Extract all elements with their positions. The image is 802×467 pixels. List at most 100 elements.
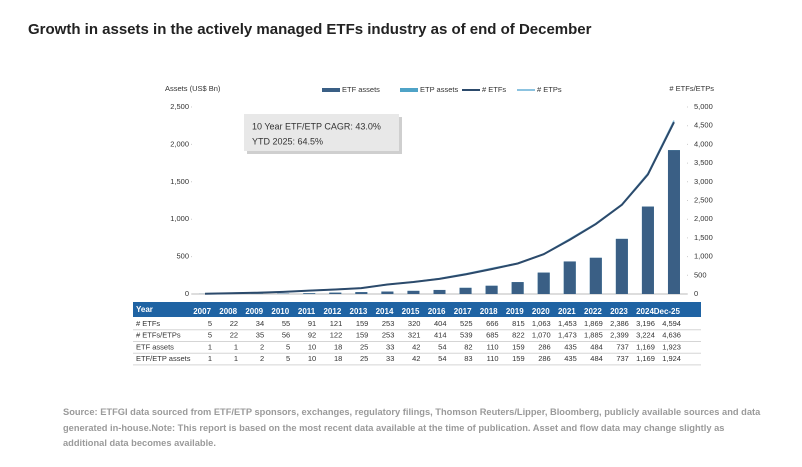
table-cell: 33 bbox=[386, 354, 394, 363]
table-cell: 253 bbox=[382, 331, 395, 340]
table-cell: 666 bbox=[486, 319, 499, 328]
table-cell: 1 bbox=[208, 354, 212, 363]
line bbox=[204, 121, 675, 295]
table-year: 2017 bbox=[454, 307, 472, 316]
y2-tick-label: 2,500 bbox=[694, 195, 713, 204]
bar bbox=[589, 257, 602, 294]
table-cell: 822 bbox=[512, 331, 525, 340]
table-cell: 54 bbox=[438, 354, 446, 363]
y2-tick-label: 4,000 bbox=[694, 139, 713, 148]
table-cell: 159 bbox=[356, 331, 369, 340]
table-cell: 159 bbox=[512, 354, 525, 363]
table-cell: 414 bbox=[434, 331, 447, 340]
table-cell: 4,636 bbox=[662, 331, 681, 340]
bar bbox=[485, 285, 498, 294]
y2-axis-label: # ETFs/ETPs bbox=[669, 84, 714, 93]
table-cell: 42 bbox=[412, 342, 420, 351]
table-cell: 815 bbox=[512, 319, 525, 328]
bar bbox=[641, 206, 654, 294]
bar bbox=[615, 238, 628, 294]
table-cell: 3,196 bbox=[636, 319, 655, 328]
table-cell: 121 bbox=[330, 319, 343, 328]
table-cell: 92 bbox=[308, 331, 316, 340]
bar bbox=[537, 272, 550, 294]
table-year: 2020 bbox=[532, 307, 550, 316]
table-cell: 122 bbox=[330, 331, 343, 340]
table-cell: 1,924 bbox=[662, 354, 681, 363]
table-cell: 484 bbox=[590, 342, 603, 351]
y2-tick-label: 4,500 bbox=[694, 121, 713, 130]
table-cell: 5 bbox=[286, 342, 290, 351]
table-header: Year bbox=[136, 305, 153, 314]
bar bbox=[355, 292, 368, 294]
table-cell: 3,224 bbox=[636, 331, 655, 340]
table-cell: 435 bbox=[564, 342, 577, 351]
table-row-label: ETF/ETP assets bbox=[136, 354, 191, 363]
source-note: Source: ETFGI data sourced from ETF/ETP … bbox=[63, 407, 761, 448]
table-cell: 1,070 bbox=[532, 331, 551, 340]
table-cell: 5 bbox=[208, 331, 212, 340]
table-cell: 5 bbox=[286, 354, 290, 363]
table-cell: 2 bbox=[260, 342, 264, 351]
table-cell: 82 bbox=[464, 342, 472, 351]
y-tick-label: 500 bbox=[176, 252, 189, 261]
table-year: 2008 bbox=[219, 307, 237, 316]
table-cell: 55 bbox=[282, 319, 290, 328]
y-tick-label: 1,500 bbox=[170, 177, 189, 186]
table-cell: 1 bbox=[208, 342, 212, 351]
bar bbox=[303, 293, 316, 294]
table-cell: 286 bbox=[538, 342, 551, 351]
legend-swatch bbox=[322, 88, 340, 92]
table-year: 2021 bbox=[558, 307, 576, 316]
y-tick-label: 1,000 bbox=[170, 214, 189, 223]
table-cell: 685 bbox=[486, 331, 499, 340]
table-cell: 22 bbox=[230, 331, 238, 340]
table-cell: 320 bbox=[408, 319, 421, 328]
table-year: 2019 bbox=[506, 307, 524, 316]
annotation-box bbox=[244, 114, 399, 151]
table-year: 2022 bbox=[584, 307, 602, 316]
table-year: 2009 bbox=[245, 307, 263, 316]
table-cell: 18 bbox=[334, 342, 342, 351]
table-cell: 737 bbox=[616, 354, 629, 363]
table-cell: 1 bbox=[234, 342, 238, 351]
table-cell: 253 bbox=[382, 319, 395, 328]
table-cell: 42 bbox=[412, 354, 420, 363]
bar bbox=[459, 287, 472, 294]
table-year: 2010 bbox=[271, 307, 289, 316]
bar bbox=[667, 150, 680, 294]
table-year: 2014 bbox=[376, 307, 394, 316]
table-cell: 10 bbox=[308, 342, 316, 351]
table-cell: 25 bbox=[360, 342, 368, 351]
y2-tick-label: 3,000 bbox=[694, 177, 713, 186]
chart: Growth in assets in the actively managed… bbox=[28, 21, 714, 366]
table-cell: 1,169 bbox=[636, 342, 655, 351]
table-year: 2023 bbox=[610, 307, 628, 316]
table-cell: 1,169 bbox=[636, 354, 655, 363]
table-year: 2007 bbox=[193, 307, 211, 316]
y2-tick-label: 1,000 bbox=[694, 252, 713, 261]
legend-label: # ETPs bbox=[537, 85, 562, 94]
y-tick-label: 0 bbox=[185, 289, 189, 298]
table-cell: 2,399 bbox=[610, 331, 629, 340]
y2-tick-label: 3,500 bbox=[694, 158, 713, 167]
bar bbox=[511, 282, 524, 294]
bar bbox=[329, 292, 342, 294]
table-cell: 110 bbox=[487, 354, 499, 363]
table-header-bg bbox=[133, 302, 701, 317]
table-cell: 18 bbox=[334, 354, 342, 363]
table-cell: 1 bbox=[234, 354, 238, 363]
table-row-label: # ETFs/ETPs bbox=[136, 331, 181, 340]
legend-label: ETF assets bbox=[342, 85, 380, 94]
table-year: 2013 bbox=[350, 307, 368, 316]
table-cell: 404 bbox=[434, 319, 447, 328]
table-year: 2012 bbox=[323, 307, 341, 316]
table-cell: 1,063 bbox=[532, 319, 551, 328]
table-cell: 539 bbox=[460, 331, 473, 340]
table-cell: 435 bbox=[564, 354, 577, 363]
table-year: 2018 bbox=[480, 307, 498, 316]
table-cell: 25 bbox=[360, 354, 368, 363]
y-axis-label: Assets (US$ Bn) bbox=[165, 84, 221, 93]
table-cell: 1,473 bbox=[558, 331, 577, 340]
